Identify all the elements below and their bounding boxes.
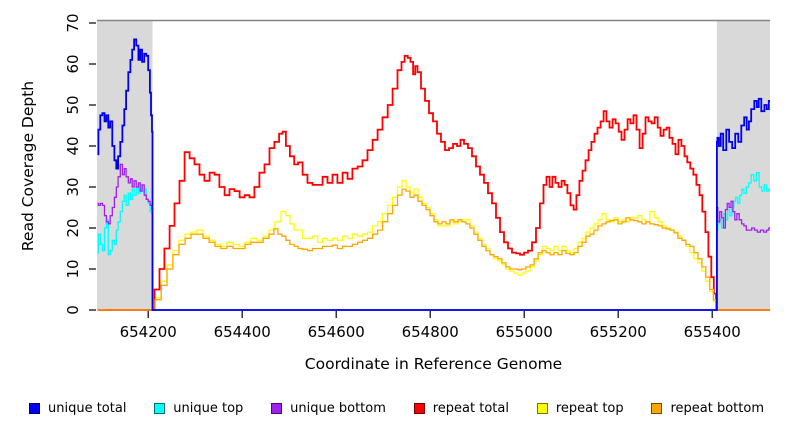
legend-label: repeat bottom — [670, 400, 764, 416]
y-axis-title: Read Coverage Depth — [19, 81, 37, 251]
x-tick-label: 655000 — [496, 323, 553, 341]
legend-label: repeat top — [555, 400, 624, 416]
legend-swatch-repeat-total — [413, 402, 425, 414]
x-tick-label: 655200 — [590, 323, 647, 341]
series-line-unique-total — [97, 38, 770, 311]
legend: unique total unique top unique bottom re… — [0, 397, 792, 419]
x-tick-label: 654800 — [402, 323, 459, 341]
x-axis-title: Coordinate in Reference Genome — [305, 355, 562, 373]
shaded-region — [716, 20, 770, 310]
x-tick-label: 655400 — [684, 323, 741, 341]
legend-swatch-unique-total — [29, 402, 40, 414]
legend-item-repeat-top: repeat top — [536, 400, 624, 416]
series-line-repeat-bottom — [97, 188, 770, 311]
legend-item-repeat-total: repeat total — [413, 400, 509, 416]
legend-label: unique total — [48, 400, 127, 416]
legend-label: repeat total — [432, 400, 509, 416]
legend-item-unique-bottom: unique bottom — [271, 402, 386, 415]
y-tick-label: 40 — [64, 136, 82, 155]
legend-label: unique bottom — [290, 400, 386, 416]
y-tick-label: 60 — [64, 54, 82, 73]
x-tick-label: 654200 — [120, 323, 177, 341]
series-line-repeat-total — [97, 54, 770, 311]
x-tick-label: 654600 — [308, 323, 365, 341]
y-tick-label: 10 — [64, 259, 82, 278]
legend-swatch-unique-top — [154, 402, 166, 414]
shaded-region — [97, 20, 153, 310]
legend-swatch-repeat-bottom — [651, 402, 663, 414]
y-tick-label: 50 — [64, 95, 82, 114]
legend-swatch-unique-bottom — [271, 402, 283, 414]
y-tick-label: 20 — [64, 218, 82, 237]
legend-label: unique top — [173, 400, 244, 416]
y-tick-label: 70 — [64, 13, 82, 32]
legend-item-unique-total: unique total — [29, 402, 126, 415]
series-line-repeat-top — [97, 180, 770, 311]
x-tick-label: 654400 — [214, 323, 271, 341]
legend-swatch-repeat-top — [536, 402, 548, 414]
y-tick-label: 0 — [64, 305, 82, 315]
series-line-unique-top — [97, 172, 770, 311]
series-line-unique-bottom — [97, 163, 770, 311]
y-tick-label: 30 — [64, 177, 82, 196]
legend-item-unique-top: unique top — [154, 402, 243, 415]
legend-item-repeat-bottom: repeat bottom — [651, 402, 764, 415]
